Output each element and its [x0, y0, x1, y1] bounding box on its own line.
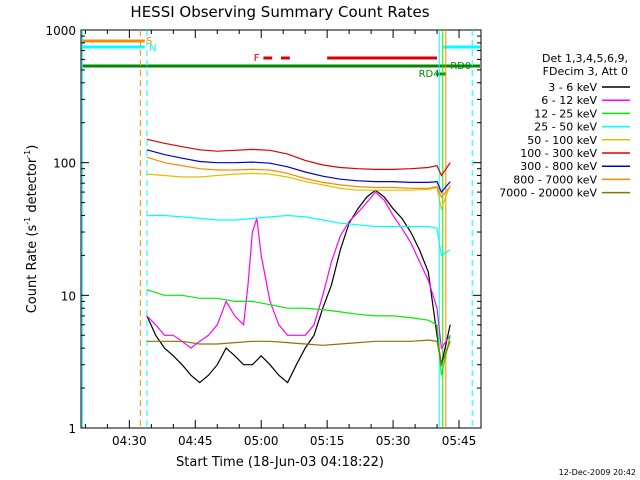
series-line-8 — [146, 339, 451, 367]
flag-n-label: N — [149, 43, 156, 54]
y-axis-label-main: Count Rate (s — [25, 225, 40, 314]
legend-label: 7000 - 20000 keV — [499, 187, 597, 200]
plot-frame — [80, 29, 482, 429]
legend-label: 6 - 12 keV — [541, 94, 597, 107]
legend: Det 1,3,4,5,6,9,FDecim 3, Att 0 3 - 6 keV… — [499, 52, 630, 200]
flag-s-label: S — [146, 36, 152, 47]
series-line-2 — [146, 289, 451, 376]
legend-header: FDecim 3, Att 0 — [543, 65, 628, 78]
series-lines — [146, 138, 451, 384]
y-axis-label-end: ) — [25, 145, 40, 150]
y-axis-label-sup1: -1 — [23, 217, 32, 225]
legend-label: 12 - 25 keV — [534, 107, 597, 120]
legend-label: 3 - 6 keV — [548, 81, 597, 94]
y-axis-label-sup2: -1 — [23, 150, 32, 158]
legend-header: Det 1,3,4,5,6,9, — [542, 52, 628, 65]
x-tick-label: 05:00 — [244, 434, 279, 448]
y-axis: 1 10 100 1000 — [45, 24, 481, 436]
series-line-6 — [146, 149, 451, 194]
flag-rd4-label: RD4 — [419, 69, 440, 80]
legend-label: 25 - 50 keV — [534, 121, 597, 134]
x-tick-label: 05:30 — [376, 434, 411, 448]
y-tick-label: 1000 — [45, 24, 76, 38]
legend-label: 800 - 7000 keV — [513, 173, 597, 186]
y-tick-label: 100 — [53, 157, 76, 171]
legend-label: 300 - 800 keV — [520, 160, 597, 173]
x-tick-label: 04:45 — [178, 434, 213, 448]
series-line-1 — [146, 191, 451, 350]
timestamp: 12-Dec-2009 20:42 — [559, 468, 636, 477]
x-tick-label: 04:30 — [112, 434, 147, 448]
x-axis-label: Start Time (18-Jun-03 04:18:22) — [176, 455, 384, 470]
flag-f-label: F — [254, 53, 260, 64]
y-axis-label-mid: detector — [25, 157, 40, 217]
x-axis: 04:30 04:45 05:00 05:15 05:30 05:45 — [84, 30, 482, 448]
x-tick-label: 05:45 — [442, 434, 477, 448]
x-tick-label: 05:15 — [310, 434, 345, 448]
flag-rd0-label: RD0 — [450, 61, 471, 72]
series-line-7 — [146, 156, 451, 199]
y-tick-label: 10 — [61, 289, 76, 303]
chart-title: HESSI Observing Summary Count Rates — [130, 3, 429, 21]
y-axis-label: Count Rate (s-1 detector-1) — [23, 145, 40, 314]
observing-flags: SN F RD0 RD4 — [82, 36, 480, 80]
legend-label: 50 - 100 keV — [527, 134, 597, 147]
series-line-0 — [146, 189, 451, 384]
series-line-3 — [146, 214, 451, 257]
vertical-markers — [81, 30, 473, 428]
series-line-4 — [146, 172, 451, 211]
y-tick-label: 1 — [68, 422, 76, 436]
legend-label: 100 - 300 keV — [520, 147, 597, 160]
series-line-5 — [146, 138, 451, 177]
